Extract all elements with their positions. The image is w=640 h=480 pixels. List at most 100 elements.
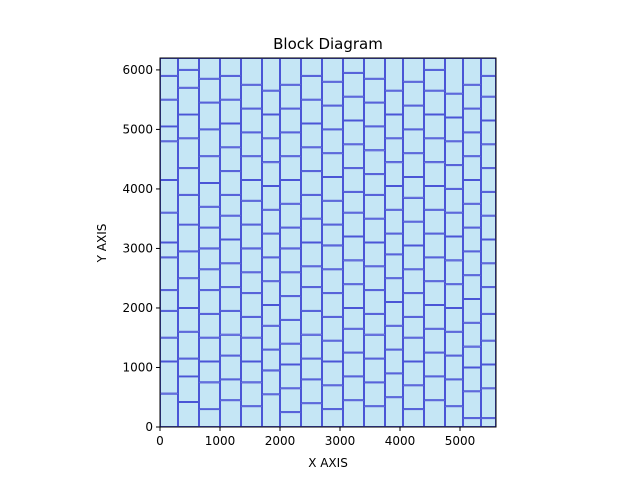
block [403,316,424,338]
block [364,102,385,127]
block [301,379,322,404]
block [262,114,280,139]
block [364,406,385,428]
block [322,105,343,130]
block [403,153,424,177]
block [424,400,445,428]
x-axis-ticks: 0 1000 2000 3000 4000 5000 [156,427,475,448]
block [280,58,301,85]
block [178,278,199,309]
block [241,272,262,294]
block [403,81,424,106]
block [241,200,262,225]
block [178,194,199,225]
block [463,180,481,204]
y-tick-label: 5000 [122,122,153,136]
block [262,394,280,427]
block [445,93,463,118]
block [445,188,463,213]
block [385,373,403,398]
block [322,177,343,201]
block [403,269,424,294]
block [445,355,463,380]
block [199,227,220,249]
block [280,132,301,157]
block [403,409,424,428]
block [160,180,178,213]
block [262,281,280,306]
block [160,290,178,311]
block [481,215,496,240]
block [199,382,220,410]
block [178,58,199,70]
block [199,313,220,338]
block [463,132,481,157]
chart-title: Block Diagram [273,35,383,53]
block [262,257,280,282]
block [364,58,385,79]
block [364,266,385,291]
block [178,168,199,195]
block [280,364,301,389]
block [301,58,322,76]
block [280,272,301,297]
block [262,162,280,186]
block [178,251,199,279]
block [481,120,496,145]
block [160,257,178,291]
block [241,132,262,157]
block [481,168,496,192]
block [160,141,178,181]
x-tick-label: 4000 [385,434,416,448]
y-tick-label: 4000 [122,182,153,196]
block [424,209,445,234]
block [481,239,496,264]
block [199,183,220,207]
block [403,337,424,362]
block [241,382,262,407]
block [463,322,481,347]
block [199,129,220,157]
block [241,108,262,133]
block [463,84,481,109]
block [262,370,280,395]
block [364,242,385,267]
block [343,144,364,169]
block [241,156,262,180]
block [481,96,496,121]
block [445,308,463,332]
block [481,144,496,169]
block [220,379,241,401]
block [322,58,343,82]
x-tick-label: 0 [156,434,164,448]
block [445,212,463,237]
block [424,257,445,282]
block [199,206,220,228]
y-tick-label: 6000 [122,63,153,77]
block [403,245,424,270]
block [322,81,343,106]
block [343,260,364,285]
block [364,174,385,195]
block [445,260,463,285]
block [220,215,241,240]
block [262,138,280,163]
block [262,58,280,91]
block [343,236,364,261]
block [220,147,241,172]
block [322,245,343,270]
block [199,248,220,270]
block [445,236,463,261]
y-tick-label: 1000 [122,360,153,374]
block [220,58,241,76]
block [241,406,262,428]
block [463,156,481,180]
block [343,120,364,145]
block [199,78,220,103]
block [385,114,403,139]
block [343,284,364,309]
block [301,266,322,288]
block [322,224,343,246]
block [301,194,322,219]
